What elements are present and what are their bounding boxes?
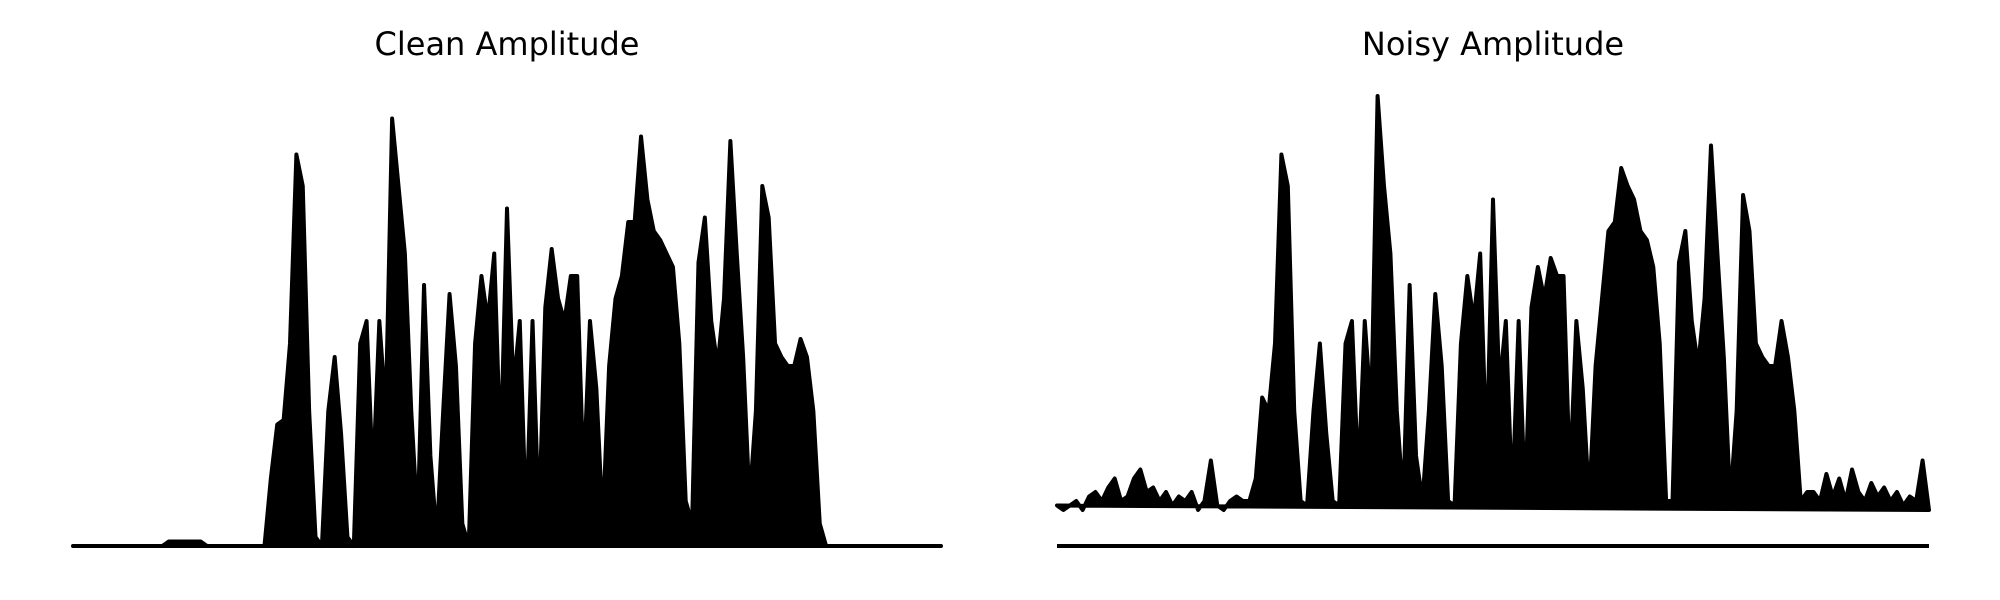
chart-title: Noisy Amplitude: [1362, 25, 1624, 63]
amplitude-area: [1055, 94, 1931, 512]
chart-title: Clean Amplitude: [375, 25, 640, 63]
amplitude-area: [71, 116, 943, 548]
